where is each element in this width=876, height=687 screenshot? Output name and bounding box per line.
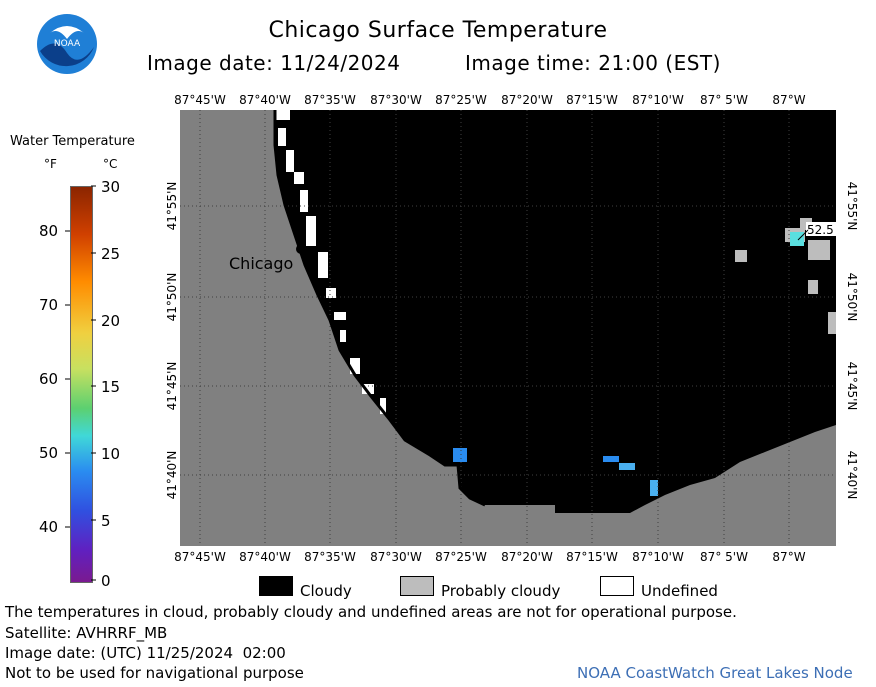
map-graticule xyxy=(180,110,836,546)
lon-top-4: 87°25'W xyxy=(435,93,487,107)
c-tick-0: 0 xyxy=(101,572,111,590)
scale-title: Water Temperature xyxy=(10,134,135,149)
lon-bottom-4: 87°25'W xyxy=(435,550,487,564)
legend-probably-cloudy-label: Probably cloudy xyxy=(441,582,561,600)
shoreline xyxy=(273,110,486,507)
legend-undefined-label: Undefined xyxy=(641,582,718,600)
lat-left-0: 41°55'N xyxy=(165,182,179,231)
f-tick-70: 70 xyxy=(39,296,59,314)
temp-annotation: 52.5 xyxy=(807,223,834,237)
map-title: Chicago Surface Temperature xyxy=(268,18,608,43)
lon-top-7: 87°10'W xyxy=(632,93,684,107)
color-scale-bar xyxy=(70,186,93,583)
lon-top-9: 87°W xyxy=(772,93,805,107)
satellite-text: Satellite: AVHRRF_MB xyxy=(5,624,168,642)
f-tick-50: 50 xyxy=(39,444,59,462)
lon-bottom-2: 87°35'W xyxy=(304,550,356,564)
f-tick-60: 60 xyxy=(39,370,59,388)
temp-annotation-box xyxy=(806,222,836,236)
lon-bottom-5: 87°20'W xyxy=(501,550,553,564)
lat-left-2: 41°45'N xyxy=(165,362,179,411)
c-tick-15: 15 xyxy=(101,378,121,396)
lon-bottom-8: 87° 5'W xyxy=(700,550,748,564)
lon-bottom-1: 87°40'W xyxy=(239,550,291,564)
image-time: Image time: 21:00 (EST) xyxy=(465,51,721,75)
city-label: Chicago xyxy=(229,254,293,273)
credit-link[interactable]: NOAA CoastWatch Great Lakes Node xyxy=(577,664,853,682)
utc-date-text: Image date: (UTC) 11/25/2024 02:00 xyxy=(5,644,286,662)
lon-bottom-7: 87°10'W xyxy=(632,550,684,564)
unit-f: °F xyxy=(44,157,57,171)
c-tick-20: 20 xyxy=(101,312,121,330)
legend-probably-cloudy-swatch xyxy=(400,576,434,596)
water-temp-pixels xyxy=(453,232,804,496)
c-tick-25: 25 xyxy=(101,245,121,263)
lat-right-3: 41°40'N xyxy=(845,451,859,500)
lon-bottom-3: 87°30'W xyxy=(370,550,422,564)
lon-top-0: 87°45'W xyxy=(174,93,226,107)
legend-cloudy-swatch xyxy=(259,576,293,596)
f-tick-40: 40 xyxy=(39,518,59,536)
lon-bottom-6: 87°15'W xyxy=(566,550,618,564)
c-tick-30: 30 xyxy=(101,178,121,196)
svg-text:NOAA: NOAA xyxy=(54,39,81,49)
lat-right-1: 41°50'N xyxy=(845,273,859,322)
noaa-logo: NOAA xyxy=(36,13,98,75)
lon-top-1: 87°40'W xyxy=(239,93,291,107)
f-tick-80: 80 xyxy=(39,222,59,240)
unit-c: °C xyxy=(103,157,118,171)
legend-cloudy-label: Cloudy xyxy=(300,582,352,600)
lat-right-0: 41°55'N xyxy=(845,182,859,231)
lat-left-1: 41°50'N xyxy=(165,273,179,322)
chicago-marker xyxy=(296,244,306,254)
lon-top-6: 87°15'W xyxy=(566,93,618,107)
undefined-areas xyxy=(275,110,386,414)
lon-top-3: 87°30'W xyxy=(370,93,422,107)
c-tick-10: 10 xyxy=(101,445,121,463)
lon-bottom-0: 87°45'W xyxy=(174,550,226,564)
c-tick-5: 5 xyxy=(101,512,111,530)
lon-top-8: 87° 5'W xyxy=(700,93,748,107)
lon-bottom-9: 87°W xyxy=(772,550,805,564)
disclaimer-text: The temperatures in cloud, probably clou… xyxy=(5,603,737,621)
cloud-cover-lake xyxy=(275,110,836,513)
legend-undefined-swatch xyxy=(600,576,634,596)
lat-right-2: 41°45'N xyxy=(845,362,859,411)
lon-top-5: 87°20'W xyxy=(501,93,553,107)
lon-top-2: 87°35'W xyxy=(304,93,356,107)
image-date: Image date: 11/24/2024 xyxy=(147,51,401,75)
nav-warning-text: Not to be used for navigational purpose xyxy=(5,664,304,682)
lat-left-3: 41°40'N xyxy=(165,451,179,500)
scale-ticks xyxy=(65,185,96,581)
